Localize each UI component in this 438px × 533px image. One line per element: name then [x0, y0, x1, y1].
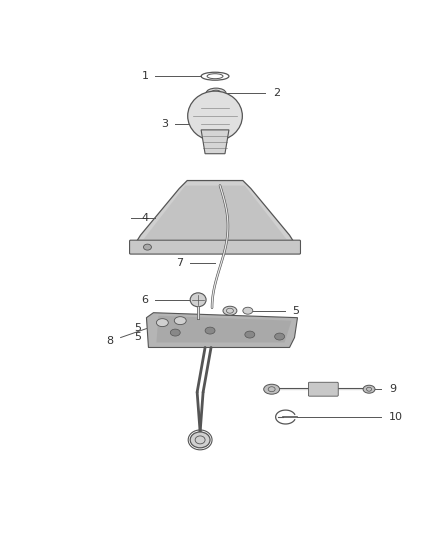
Ellipse shape: [190, 293, 206, 307]
Ellipse shape: [275, 333, 285, 340]
Polygon shape: [201, 130, 229, 154]
Text: 10: 10: [389, 412, 403, 422]
Polygon shape: [135, 181, 294, 243]
Polygon shape: [146, 313, 297, 348]
Ellipse shape: [144, 244, 152, 250]
Ellipse shape: [245, 331, 255, 338]
Ellipse shape: [363, 385, 375, 393]
Polygon shape: [156, 316, 292, 343]
Ellipse shape: [223, 306, 237, 315]
Text: 8: 8: [106, 336, 114, 345]
Ellipse shape: [190, 432, 210, 448]
Text: 7: 7: [176, 258, 183, 268]
Text: 3: 3: [161, 119, 168, 129]
Text: 5: 5: [293, 306, 300, 316]
Ellipse shape: [264, 384, 279, 394]
Text: 5: 5: [134, 332, 141, 342]
FancyBboxPatch shape: [308, 382, 338, 396]
Text: 5: 5: [134, 322, 141, 333]
Ellipse shape: [174, 317, 186, 325]
Text: 9: 9: [389, 384, 396, 394]
Ellipse shape: [156, 319, 168, 327]
Ellipse shape: [188, 91, 242, 141]
Text: 1: 1: [141, 71, 148, 81]
Text: 2: 2: [273, 88, 280, 98]
Ellipse shape: [243, 307, 253, 314]
Text: 4: 4: [141, 213, 148, 223]
FancyBboxPatch shape: [130, 240, 300, 254]
Ellipse shape: [170, 329, 180, 336]
Ellipse shape: [205, 327, 215, 334]
Ellipse shape: [206, 88, 226, 98]
Polygon shape: [144, 185, 286, 239]
Text: 6: 6: [141, 295, 148, 305]
